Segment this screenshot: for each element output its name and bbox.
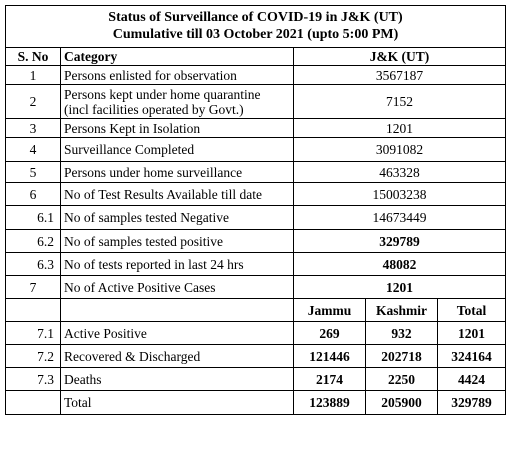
table-row: 2 Persons kept under home quarantine (in… [5, 84, 506, 119]
split-category: Deaths [60, 367, 294, 391]
split-kashmir: 202718 [365, 344, 438, 368]
table-row: 5 Persons under home surveillance 463328 [5, 161, 506, 183]
split-kashmir: 2250 [365, 367, 438, 391]
row-sno: 4 [5, 137, 61, 162]
header-category: Category [60, 47, 294, 66]
row-category-line-2: (incl facilities operated by Govt.) [64, 101, 244, 117]
split-category: Recovered & Discharged [60, 344, 294, 368]
row-category: No of Active Positive Cases [60, 275, 294, 299]
row-value: 7152 [293, 84, 506, 119]
split-total: 1201 [437, 321, 506, 345]
title-line-1: Status of Surveillance of COVID-19 in J&… [108, 10, 403, 25]
row-sno: 6.2 [5, 229, 61, 253]
row-value: 1201 [293, 118, 506, 138]
row-sno: 6.1 [5, 205, 61, 230]
title-line-2: Cumulative till 03 October 2021 (upto 5:… [112, 27, 399, 42]
split-jammu: 269 [293, 321, 366, 345]
header-kashmir: Kashmir [365, 298, 438, 322]
row-sno: 7 [5, 275, 61, 299]
row-value: 14673449 [293, 205, 506, 230]
row-value: 3567187 [293, 65, 506, 85]
split-jammu: 121446 [293, 344, 366, 368]
split-category: Active Positive [60, 321, 294, 345]
row-category: Persons under home surveillance [60, 161, 294, 183]
row-value: 463328 [293, 161, 506, 183]
table-row: 6.1 No of samples tested Negative 146734… [5, 205, 506, 230]
table-row: 6.2 No of samples tested positive 329789 [5, 229, 506, 253]
split-header-blank [60, 298, 294, 322]
table-row: 4 Surveillance Completed 3091082 [5, 137, 506, 162]
row-value: 3091082 [293, 137, 506, 162]
row-category: Persons Kept in Isolation [60, 118, 294, 138]
header-row: S. No Category J&K (UT) [5, 47, 506, 66]
table-row: 7 No of Active Positive Cases 1201 [5, 275, 506, 299]
header-sno: S. No [5, 47, 61, 66]
row-value: 1201 [293, 275, 506, 299]
row-category: Surveillance Completed [60, 137, 294, 162]
row-category: No of samples tested Negative [60, 205, 294, 230]
split-row-total: Total 123889 205900 329789 [5, 390, 506, 415]
split-sno: 7.1 [5, 321, 61, 345]
split-kashmir: 205900 [365, 390, 438, 415]
table-row: 3 Persons Kept in Isolation 1201 [5, 118, 506, 138]
split-row: 7.3 Deaths 2174 2250 4424 [5, 367, 506, 391]
row-category-line-1: Persons kept under home quarantine [64, 86, 261, 102]
row-value: 15003238 [293, 182, 506, 206]
split-sno: 7.3 [5, 367, 61, 391]
report-title: Status of Surveillance of COVID-19 in J&… [5, 5, 506, 48]
row-category: Persons enlisted for observation [60, 65, 294, 85]
split-header-row: Jammu Kashmir Total [5, 298, 506, 322]
split-total: 4424 [437, 367, 506, 391]
split-total: 324164 [437, 344, 506, 368]
row-sno: 2 [5, 84, 61, 119]
split-row: 7.1 Active Positive 269 932 1201 [5, 321, 506, 345]
row-sno: 6 [5, 182, 61, 206]
row-sno: 5 [5, 161, 61, 183]
split-jammu: 123889 [293, 390, 366, 415]
header-total: Total [437, 298, 506, 322]
surveillance-table: Status of Surveillance of COVID-19 in J&… [5, 5, 506, 415]
row-category: No of samples tested positive [60, 229, 294, 253]
header-region: J&K (UT) [293, 47, 506, 66]
row-value: 329789 [293, 229, 506, 253]
split-kashmir: 932 [365, 321, 438, 345]
covid-surveillance-report: Status of Surveillance of COVID-19 in J&… [5, 5, 506, 415]
split-total: 329789 [437, 390, 506, 415]
table-row: 1 Persons enlisted for observation 35671… [5, 65, 506, 85]
row-sno: 6.3 [5, 252, 61, 276]
split-row: 7.2 Recovered & Discharged 121446 202718… [5, 344, 506, 368]
header-jammu: Jammu [293, 298, 366, 322]
row-category: No of Test Results Available till date [60, 182, 294, 206]
row-sno: 3 [5, 118, 61, 138]
table-row: 6.3 No of tests reported in last 24 hrs … [5, 252, 506, 276]
row-sno: 1 [5, 65, 61, 85]
split-category: Total [60, 390, 294, 415]
row-value: 48082 [293, 252, 506, 276]
row-category: No of tests reported in last 24 hrs [60, 252, 294, 276]
title-row: Status of Surveillance of COVID-19 in J&… [5, 5, 506, 48]
split-header-blank [5, 298, 61, 322]
split-sno: 7.2 [5, 344, 61, 368]
split-jammu: 2174 [293, 367, 366, 391]
row-category: Persons kept under home quarantine (incl… [60, 84, 294, 119]
split-sno [5, 390, 61, 415]
table-row: 6 No of Test Results Available till date… [5, 182, 506, 206]
